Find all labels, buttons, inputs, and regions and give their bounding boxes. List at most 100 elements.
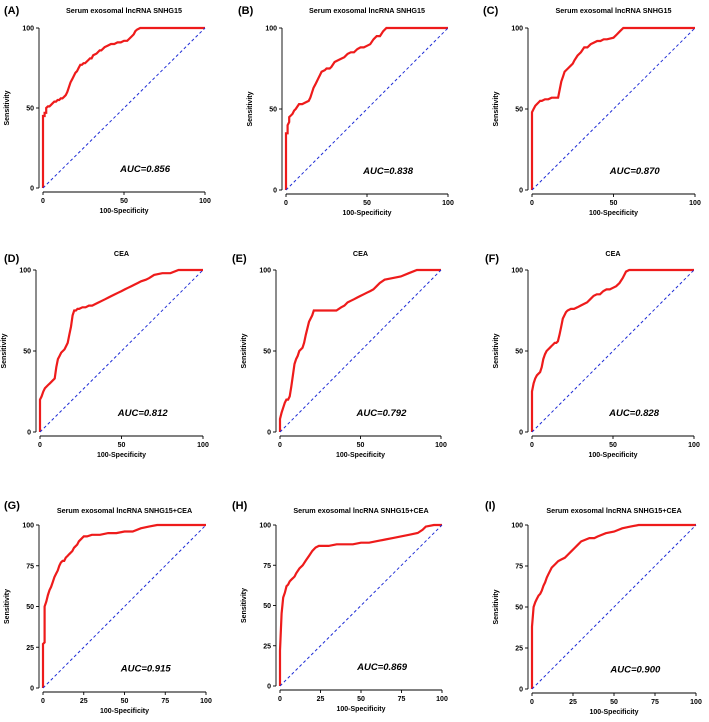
- y-tick-label: 25: [26, 645, 34, 652]
- x-axis-label: 100-Specificity: [99, 208, 148, 215]
- auc-annotation: AUC=0.900: [609, 665, 661, 676]
- y-tick-label: 50: [269, 107, 277, 114]
- x-tick-label: 50: [120, 198, 128, 205]
- y-tick-label: 25: [515, 646, 523, 653]
- x-tick-label: 0: [530, 200, 534, 207]
- y-tick-label: 0: [30, 686, 34, 693]
- panel-letter: (C): [483, 5, 499, 17]
- x-tick-label: 25: [569, 699, 577, 706]
- x-tick-label: 100: [435, 442, 447, 449]
- y-tick-label: 100: [511, 26, 523, 33]
- x-tick-label: 50: [357, 696, 365, 703]
- x-axis-label: 100-Specificity: [336, 452, 385, 459]
- y-tick-label: 75: [263, 563, 271, 570]
- chart-title: CEA: [605, 249, 620, 258]
- x-tick-label: 50: [118, 442, 126, 449]
- chart-title: Serum exosomal lncRNA SNHG15+CEA: [57, 506, 192, 515]
- roc-panel-1: (A) Serum exosomal lncRNA SNHG15 0 50 100 0 50…: [4, 5, 211, 215]
- x-tick-label: 50: [610, 200, 618, 207]
- auc-annotation: AUC=0.792: [355, 408, 407, 419]
- roc-curve: [284, 26, 448, 190]
- roc-panel-6: (F) CEA 0 50 100 0 50 100 100-Specificity Sensiti…: [485, 249, 700, 459]
- y-axis-label: Sensitivity: [493, 333, 500, 368]
- y-tick-label: 50: [515, 107, 523, 114]
- chart-title: Serum exosomal lncRNA SNHG15: [556, 6, 672, 15]
- x-tick-label: 50: [121, 698, 129, 705]
- y-axis-label: Sensitivity: [241, 333, 248, 368]
- roc-curve: [278, 268, 441, 432]
- y-tick-label: 75: [515, 564, 523, 571]
- x-tick-label: 25: [317, 696, 325, 703]
- y-axis-label: Sensitivity: [4, 589, 11, 624]
- y-tick-label: 100: [19, 268, 31, 275]
- roc-curve: [530, 268, 694, 432]
- reference-diagonal-line: [531, 524, 697, 690]
- chart-title: Serum exosomal lncRNA SNHG15+CEA: [546, 506, 681, 515]
- y-tick-label: 100: [22, 26, 34, 33]
- y-tick-label: 75: [26, 563, 34, 570]
- y-axis-label: Sensitivity: [247, 91, 254, 126]
- panel-letter: (D): [4, 253, 20, 265]
- y-axis-label: Sensitivity: [493, 589, 500, 624]
- x-tick-label: 100: [442, 200, 454, 207]
- y-tick-label: 0: [27, 430, 31, 437]
- x-tick-label: 100: [197, 442, 209, 449]
- x-tick-label: 0: [41, 698, 45, 705]
- chart-title: Serum exosomal lncRNA SNHG15: [309, 6, 425, 15]
- x-tick-label: 0: [284, 200, 288, 207]
- x-axis-label: 100-Specificity: [336, 706, 385, 713]
- x-axis-label: 100-Specificity: [588, 452, 637, 459]
- auc-annotation: AUC=0.869: [356, 662, 408, 673]
- chart-title: CEA: [353, 249, 368, 258]
- roc-curve: [41, 523, 206, 688]
- x-tick-label: 50: [609, 442, 617, 449]
- x-tick-label: 0: [530, 442, 534, 449]
- x-tick-label: 100: [689, 200, 701, 207]
- roc-panel-2: (B) Serum exosomal lncRNA SNHG15 0 50 100 0 50…: [238, 5, 454, 217]
- y-tick-label: 0: [267, 430, 271, 437]
- y-tick-label: 0: [267, 684, 271, 691]
- x-tick-label: 0: [41, 198, 45, 205]
- x-tick-label: 25: [80, 698, 88, 705]
- roc-curve: [41, 26, 205, 188]
- y-tick-label: 50: [263, 603, 271, 610]
- roc-panel-4: (D) CEA 0 50 100 0 50 100 100-Specificity Sensiti…: [1, 249, 209, 459]
- x-tick-label: 100: [690, 699, 702, 706]
- chart-title: Serum exosomal lncRNA SNHG15: [66, 6, 182, 15]
- roc-curve: [278, 523, 442, 686]
- y-axis-label: Sensitivity: [241, 588, 248, 623]
- auc-annotation: AUC=0.812: [117, 408, 169, 419]
- panel-letter: (I): [485, 500, 496, 512]
- roc-panel-7: (G) Serum exosomal lncRNA SNHG15+CEA 0 25 50…: [4, 500, 212, 715]
- y-axis-label: Sensitivity: [1, 333, 8, 368]
- panel-letter: (H): [232, 500, 248, 512]
- y-tick-label: 0: [519, 687, 523, 694]
- y-tick-label: 50: [515, 349, 523, 356]
- y-tick-label: 50: [23, 349, 31, 356]
- panel-letter: (F): [485, 253, 499, 265]
- x-tick-label: 50: [357, 442, 365, 449]
- x-axis-label: 100-Specificity: [100, 708, 149, 715]
- auc-annotation: AUC=0.856: [119, 164, 171, 175]
- x-tick-label: 0: [530, 699, 534, 706]
- x-tick-label: 100: [436, 696, 448, 703]
- x-tick-label: 100: [200, 698, 212, 705]
- y-tick-label: 0: [519, 188, 523, 195]
- chart-title: CEA: [114, 249, 129, 258]
- y-tick-label: 0: [30, 186, 34, 193]
- x-tick-label: 50: [610, 699, 618, 706]
- x-axis-label: 100-Specificity: [589, 709, 638, 716]
- y-tick-label: 100: [22, 523, 34, 530]
- x-tick-label: 0: [38, 442, 42, 449]
- y-axis-label: Sensitivity: [4, 90, 11, 125]
- y-tick-label: 100: [511, 523, 523, 530]
- y-tick-label: 50: [515, 605, 523, 612]
- roc-panel-5: (E) CEA 0 50 100 0 50 100 100-Specificity Sensiti…: [232, 249, 447, 459]
- x-tick-label: 100: [688, 442, 700, 449]
- x-axis-label: 100-Specificity: [97, 452, 146, 459]
- y-tick-label: 50: [26, 106, 34, 113]
- roc-panel-9: (I) Serum exosomal lncRNA SNHG15+CEA 0 25 50…: [485, 500, 702, 716]
- x-tick-label: 0: [278, 442, 282, 449]
- x-tick-label: 75: [651, 699, 659, 706]
